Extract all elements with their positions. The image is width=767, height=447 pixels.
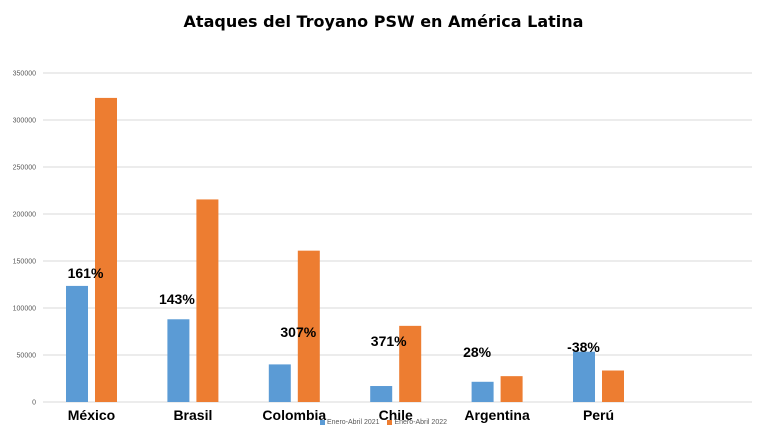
legend-item-2021: Enero-Abril 2021 — [319, 419, 380, 426]
y-tick-label: 350000 — [13, 71, 36, 78]
bar-2022 — [95, 97, 117, 402]
y-tick-label: 300000 — [13, 118, 36, 125]
growth-annotations: 161% 143% 307% 371% 28% -38% — [68, 265, 601, 360]
y-tick-label: 0 — [32, 400, 36, 407]
y-tick-label: 250000 — [13, 165, 36, 172]
bar-2022 — [602, 370, 624, 402]
x-tick-label: Colombia — [262, 407, 326, 423]
bar-2021 — [573, 351, 595, 402]
y-axis-tick-labels: 0 50000 100000 150000 200000 250000 300000 3500… — [13, 71, 36, 407]
legend-swatch-2022 — [387, 420, 393, 425]
bar-2022 — [399, 325, 422, 402]
bar-2021 — [370, 386, 393, 402]
bar-2022 — [500, 376, 523, 402]
legend-label-2022: Enero-Abril 2022 — [394, 419, 447, 426]
x-tick-label: Brasil — [173, 407, 212, 423]
growth-annotation: 161% — [68, 265, 104, 281]
legend-swatch-2021 — [319, 420, 325, 425]
growth-annotation: -38% — [567, 339, 600, 355]
growth-annotation: 307% — [280, 324, 316, 340]
bar-2022 — [196, 199, 219, 402]
y-tick-label: 50000 — [17, 353, 37, 360]
legend: Enero-Abril 2021 Enero-Abril 2022 — [0, 419, 767, 427]
x-tick-label: Perú — [583, 407, 614, 423]
x-tick-label: México — [68, 407, 115, 423]
growth-annotation: 143% — [159, 291, 195, 307]
legend-label-2021: Enero-Abril 2021 — [326, 419, 380, 426]
bars — [66, 97, 624, 402]
gridlines — [43, 72, 752, 403]
growth-annotation: 371% — [371, 333, 407, 349]
y-tick-label: 200000 — [13, 212, 36, 219]
bar-2021 — [471, 381, 494, 402]
y-tick-label: 100000 — [13, 306, 36, 313]
x-tick-label: Chile — [379, 407, 413, 423]
legend-item-2022: Enero-Abril 2022 — [387, 419, 447, 426]
chart-title: Ataques del Troyano PSW en América Latin… — [183, 12, 584, 31]
bar-2021 — [66, 285, 88, 402]
x-tick-label: Argentina — [464, 407, 530, 423]
y-tick-label: 150000 — [13, 259, 36, 266]
growth-annotation: 28% — [463, 344, 492, 360]
x-axis-category-labels: México Brasil Colombia Chile Argentina Perú — [68, 407, 614, 423]
bar-2021 — [268, 364, 291, 402]
bar-2021 — [167, 319, 190, 402]
bar-2022 — [297, 250, 320, 402]
